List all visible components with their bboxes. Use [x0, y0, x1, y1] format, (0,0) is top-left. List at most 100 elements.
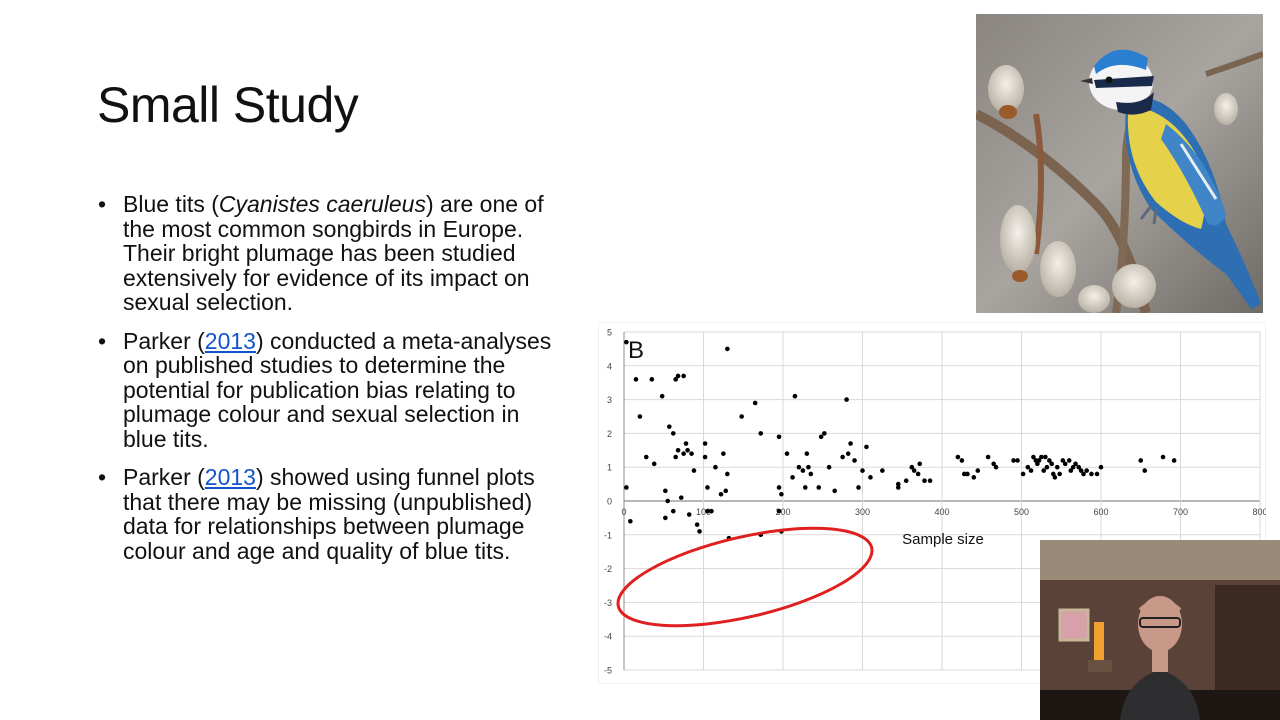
bullet-1-text-post: ) are one of the most common songbirds i…	[123, 191, 544, 315]
x-tick-label: 300	[855, 507, 870, 517]
data-point	[779, 491, 784, 497]
data-point	[1015, 458, 1020, 463]
data-point	[1057, 471, 1062, 477]
data-point	[895, 485, 901, 490]
data-point	[1049, 461, 1055, 467]
data-point	[911, 468, 917, 473]
x-tick-label: 500	[1014, 507, 1029, 517]
citation-link-2013[interactable]: 2013	[204, 327, 256, 354]
data-point	[649, 377, 655, 382]
data-point	[1039, 454, 1044, 460]
data-point	[971, 475, 977, 480]
data-point	[637, 414, 643, 419]
data-point	[1066, 458, 1072, 463]
data-point	[681, 373, 686, 379]
y-tick-label: 5	[607, 328, 612, 338]
bullet-dot-icon: •	[98, 464, 107, 490]
x-tick-label: 0	[621, 507, 626, 517]
data-point	[702, 454, 708, 460]
data-point	[1011, 458, 1016, 463]
blue-tit-illustration	[976, 14, 1263, 313]
data-point	[739, 414, 744, 419]
y-tick-label: 0	[607, 497, 612, 507]
data-point	[959, 458, 965, 463]
data-point	[685, 448, 690, 453]
data-point	[1068, 468, 1074, 473]
data-point	[1070, 464, 1076, 470]
data-point	[1036, 458, 1042, 463]
data-point	[1044, 464, 1050, 470]
data-point	[1081, 471, 1086, 477]
data-point	[670, 431, 676, 436]
data-point	[927, 478, 933, 484]
data-point	[725, 346, 730, 352]
y-tick-label: 1	[607, 463, 612, 473]
data-point	[1054, 464, 1060, 470]
data-point	[697, 529, 702, 534]
data-point	[702, 441, 708, 446]
data-point	[985, 454, 991, 460]
data-point	[709, 508, 714, 514]
data-point	[804, 451, 810, 456]
data-point	[808, 471, 814, 477]
data-point	[917, 461, 923, 467]
x-tick-label: 600	[1093, 507, 1108, 517]
data-point	[852, 458, 857, 463]
slide-title: Small Study	[97, 77, 359, 133]
data-point	[1089, 471, 1094, 477]
data-point	[818, 434, 824, 440]
x-axis-label: Sample size	[902, 531, 984, 548]
bullet-3-text-pre: Parker (	[123, 464, 205, 490]
data-point	[663, 515, 668, 521]
data-point	[670, 508, 676, 514]
data-point	[723, 488, 729, 494]
bullet-3-text-post: ) showed using funnel plots that there m…	[123, 464, 535, 564]
data-point	[1028, 468, 1034, 473]
data-point	[991, 461, 996, 467]
data-point	[673, 377, 678, 382]
data-point	[686, 512, 692, 517]
data-point	[856, 485, 861, 490]
data-point	[1078, 468, 1084, 473]
y-tick-label: -5	[604, 666, 612, 676]
y-tick-label: 2	[607, 429, 612, 439]
data-point	[628, 518, 633, 524]
data-point	[659, 393, 665, 399]
data-point	[880, 468, 885, 473]
y-tick-label: -2	[604, 564, 612, 574]
bullet-list: • Blue tits (Cyanistes caeruleus) are on…	[98, 192, 558, 577]
panel-label: B	[628, 337, 644, 364]
data-point	[1142, 468, 1148, 473]
data-point	[1171, 458, 1177, 463]
data-point	[955, 454, 961, 460]
bullet-1-species: Cyanistes caeruleus	[218, 191, 426, 217]
y-tick-label: -3	[604, 598, 612, 608]
data-point	[993, 464, 999, 470]
y-tick-label: 4	[607, 361, 612, 371]
citation-link-2013[interactable]: 2013	[204, 464, 256, 490]
data-point	[840, 454, 845, 460]
data-point	[975, 468, 981, 473]
data-point	[663, 488, 668, 494]
data-point	[790, 475, 795, 480]
data-point	[922, 478, 927, 484]
data-point	[667, 424, 672, 429]
chart-points	[624, 339, 1177, 541]
data-point	[1073, 461, 1078, 467]
data-point	[651, 461, 657, 467]
data-point	[673, 454, 678, 460]
data-point	[776, 485, 782, 490]
data-point	[665, 498, 671, 504]
data-point	[1043, 454, 1048, 460]
data-point	[1060, 458, 1066, 463]
x-tick-label: 100	[696, 507, 711, 517]
data-point	[868, 475, 873, 480]
webcam-video[interactable]	[1040, 540, 1280, 720]
blue-tit-photo	[976, 14, 1263, 313]
data-point	[915, 471, 921, 477]
data-point	[705, 485, 710, 490]
bullet-dot-icon: •	[98, 191, 107, 217]
data-point	[826, 464, 832, 470]
data-point	[675, 373, 681, 379]
x-tick-label: 200	[775, 507, 790, 517]
